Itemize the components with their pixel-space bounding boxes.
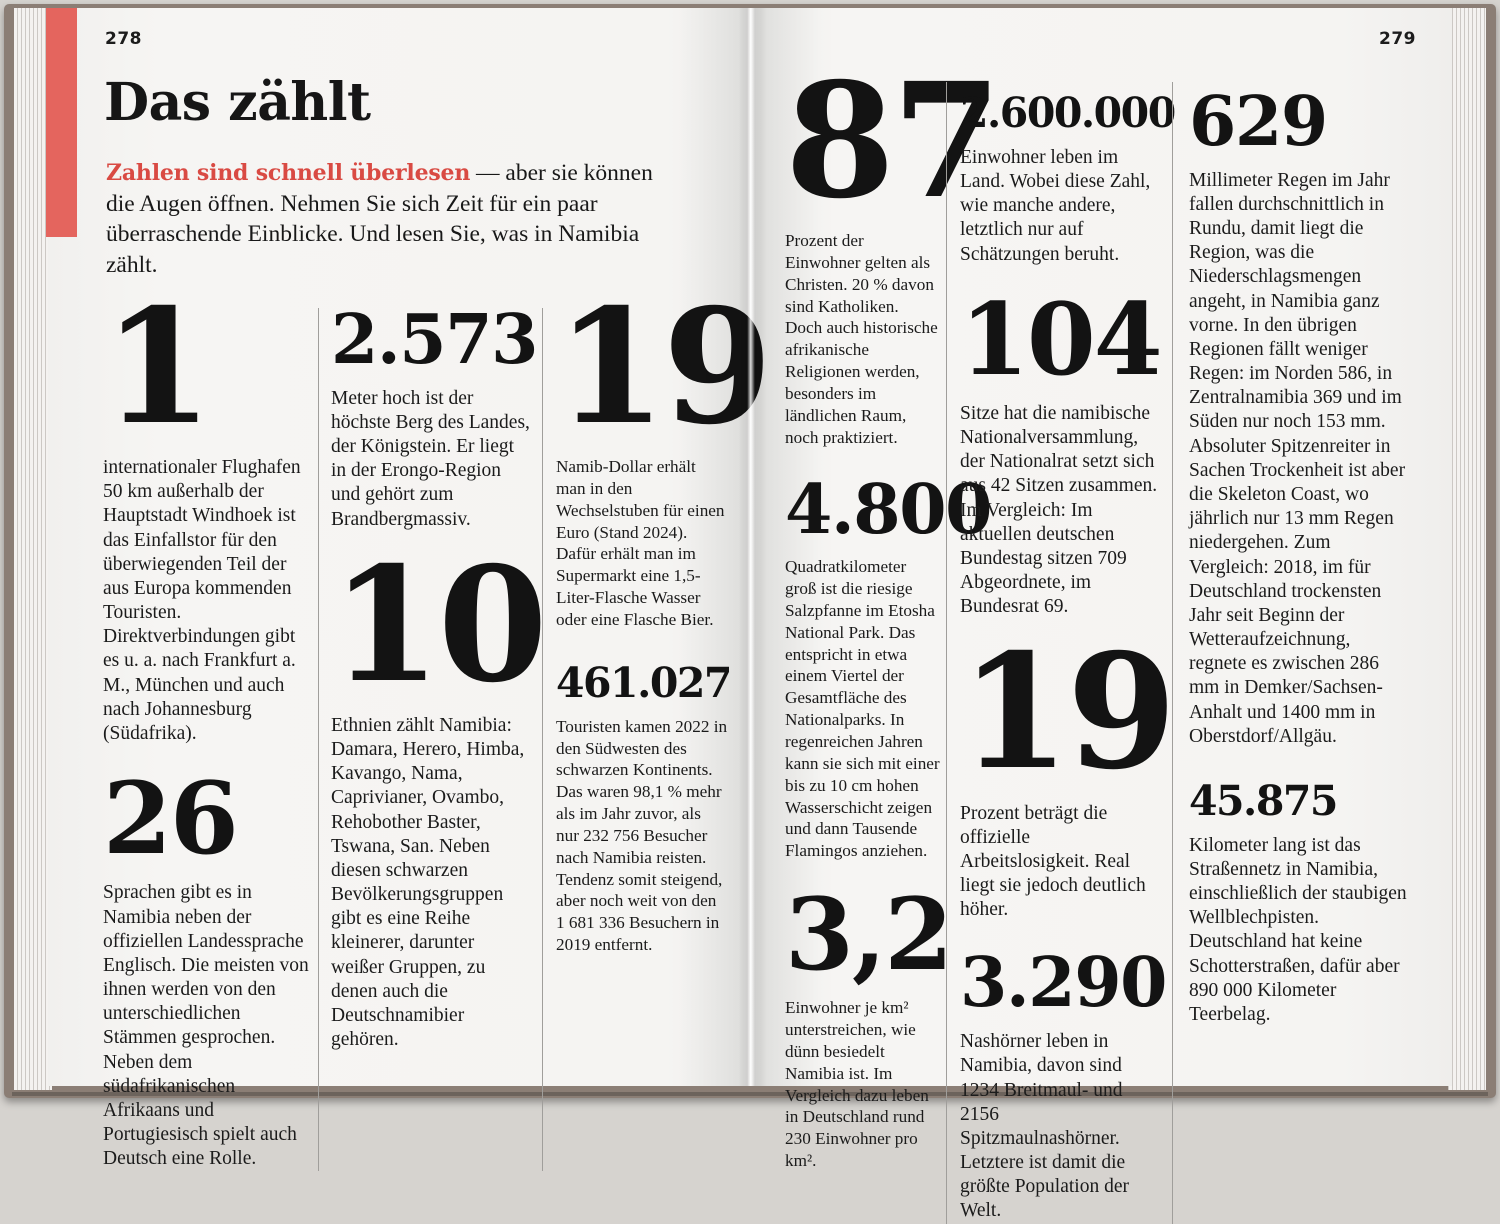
intro-paragraph: Zahlen sind schnell überlesen — aber sie…	[106, 158, 684, 280]
stat-number: 104	[960, 281, 1163, 398]
stat-text: Einwohner je km² unterstreichen, wie dün…	[785, 998, 929, 1171]
page-stack-right	[1448, 8, 1486, 1090]
stat-number: 461.027	[556, 658, 732, 707]
stat-entry: 629 Millimeter Regen im Jahr fallen durc…	[1189, 82, 1411, 749]
page-title: Das zählt	[104, 72, 371, 133]
stat-number: 1	[103, 275, 213, 460]
stat-entry: 26 Sprachen gibt es in Namibia neben der…	[103, 761, 313, 1171]
stat-entry: 87 Prozent der Einwohner gelten als Chri…	[785, 49, 1002, 449]
stat-text: Namib-Dollar erhält man in den Wechselst…	[556, 457, 725, 629]
page-stack-left	[14, 8, 52, 1090]
stat-text: Meter hoch ist der höchste Berg des Land…	[331, 387, 530, 530]
stat-number: 2.600.000	[960, 89, 1176, 137]
stat-text: Nashörner leben in Namibia, davon sind 1…	[960, 1031, 1129, 1222]
page-number-right: 279	[1379, 29, 1416, 49]
stat-number: 19	[556, 275, 773, 460]
stat-text: Einwohner leben im Land. Wobei diese Zah…	[960, 146, 1151, 265]
stat-entry: 19 Prozent beträgt die offizielle Arbeit…	[960, 620, 1177, 922]
stat-number: 26	[103, 761, 239, 878]
stat-number: 4.800	[785, 469, 993, 550]
stat-entry: 3,2 Einwohner je km² unterstreichen, wie…	[785, 877, 953, 1172]
stat-column: 19 Namib-Dollar erhält man in den Wechse…	[556, 275, 773, 1171]
book-spread: 278 279 Das zählt Zahlen sind schnell üb…	[4, 4, 1496, 1224]
stat-column: 2.573 Meter hoch ist der höchste Berg de…	[331, 300, 548, 1171]
page-number-left: 278	[105, 29, 142, 49]
stat-text: internationaler Flughafen 50 km außerhal…	[103, 457, 301, 744]
column-divider	[946, 82, 947, 1224]
stat-entry: 104 Sitze hat die namibische Nationalver…	[960, 281, 1163, 620]
stat-number: 10	[331, 532, 548, 718]
stat-entry: 19 Namib-Dollar erhält man in den Wechse…	[556, 275, 773, 631]
stat-entry: 45.875 Kilometer lang ist das Straßennet…	[1189, 776, 1411, 1027]
stat-text: Kilometer lang ist das Straßennetz in Na…	[1189, 834, 1407, 1025]
stat-entry: 3.290 Nashörner leben in Namibia, davon …	[960, 943, 1168, 1223]
book-bottom-edge	[12, 1092, 1488, 1096]
stat-column: 2.600.000 Einwohner leben im Land. Wobei…	[960, 82, 1177, 1224]
stat-text: Ethnien zählt Namibia: Damara, Herero, H…	[331, 714, 525, 1051]
stat-column: 629 Millimeter Regen im Jahr fallen durc…	[1189, 82, 1411, 1224]
stat-number: 87	[785, 49, 1002, 234]
stat-text: Prozent der Einwohner gelten als Christe…	[785, 231, 938, 447]
stat-column: 1 internationaler Flughafen 50 km außerh…	[103, 275, 318, 1171]
stat-entry: 2.600.000 Einwohner leben im Land. Wobei…	[960, 89, 1176, 267]
column-divider	[1172, 82, 1173, 1224]
stat-text: Touristen kamen 2022 in den Südwesten de…	[556, 716, 728, 955]
stat-number: 629	[1189, 82, 1328, 162]
stat-number: 3,2	[785, 877, 953, 994]
stat-entry: 461.027 Touristen kamen 2022 in den Südw…	[556, 658, 732, 956]
stat-text: Sitze hat die namibische Nationalversamm…	[960, 402, 1158, 618]
stat-number: 45.875	[1189, 776, 1338, 825]
stat-text: Sprachen gibt es in Namibia neben der of…	[103, 882, 309, 1170]
stat-text: Prozent beträgt die offizielle Arbeitslo…	[960, 802, 1146, 921]
stat-text: Millimeter Regen im Jahr fallen durchsch…	[1189, 169, 1406, 747]
column-divider	[542, 308, 543, 1172]
stat-number: 2.573	[331, 300, 539, 380]
right-page-columns: 87 Prozent der Einwohner gelten als Chri…	[785, 49, 1415, 1224]
stat-entry: 10 Ethnien zählt Namibia: Damara, Herero…	[331, 532, 548, 1052]
intro-lead-text: Zahlen sind schnell überlesen	[106, 160, 471, 186]
stat-column: 87 Prozent der Einwohner gelten als Chri…	[785, 49, 1002, 1224]
stat-entry: 2.573 Meter hoch ist der höchste Berg de…	[331, 300, 539, 532]
red-accent-bar	[46, 8, 77, 237]
stat-entry: 4.800 Quadratkilometer groß ist die ries…	[785, 469, 993, 863]
left-page-columns: 1 internationaler Flughafen 50 km außerh…	[103, 275, 773, 1172]
stat-entry: 1 internationaler Flughafen 50 km außerh…	[103, 275, 313, 746]
stat-number: 19	[960, 620, 1177, 806]
stat-number: 3.290	[960, 943, 1168, 1024]
column-divider	[318, 308, 319, 1172]
stat-text: Quadratkilometer groß ist die riesige Sa…	[785, 557, 940, 861]
